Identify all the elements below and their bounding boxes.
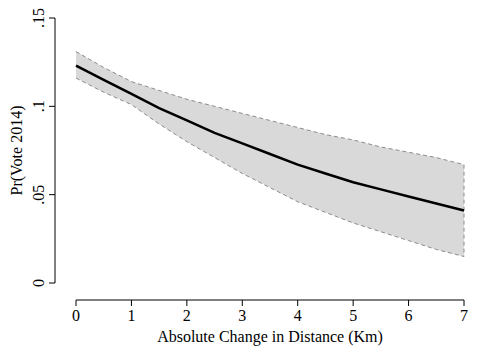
x-axis-line (76, 300, 464, 301)
y-tick-label: .05 (30, 185, 47, 205)
y-tick-label: .15 (30, 8, 47, 28)
lower-bound (76, 78, 464, 256)
x-tick (242, 300, 243, 306)
x-tick (297, 300, 298, 306)
chart: 0 .05 .1 .15 Pr(Vote 2014) 0 1 2 3 4 5 6 7 Absolute C… (0, 0, 480, 350)
estimate-line (76, 66, 464, 211)
x-tick-label: 6 (405, 307, 413, 324)
x-tick (464, 300, 465, 306)
x-tick-label: 3 (238, 307, 246, 324)
y-tick (49, 18, 55, 19)
x-tick-label: 5 (349, 307, 357, 324)
y-tick (49, 106, 55, 107)
x-tick (353, 300, 354, 306)
x-tick (131, 300, 132, 306)
x-axis-title: Absolute Change in Distance (Km) (157, 328, 383, 346)
x-tick-label: 2 (183, 307, 191, 324)
x-tick (186, 300, 187, 306)
plot-area (76, 52, 464, 257)
y-tick-label: 0 (30, 279, 47, 287)
y-tick (49, 283, 55, 284)
confidence-band (76, 52, 464, 257)
x-axis: 0 1 2 3 4 5 6 7 (72, 300, 468, 324)
y-axis-title: Pr(Vote 2014) (8, 106, 26, 196)
y-axis: 0 .05 .1 .15 (30, 8, 55, 287)
x-tick-label: 0 (72, 307, 80, 324)
upper-bound (76, 52, 464, 165)
x-tick-label: 7 (460, 307, 468, 324)
y-tick-label: .1 (30, 100, 47, 112)
x-tick-label: 1 (127, 307, 135, 324)
y-tick (49, 194, 55, 195)
x-tick (408, 300, 409, 306)
x-tick-label: 4 (294, 307, 302, 324)
x-tick (76, 300, 77, 306)
y-axis-line (55, 18, 56, 283)
